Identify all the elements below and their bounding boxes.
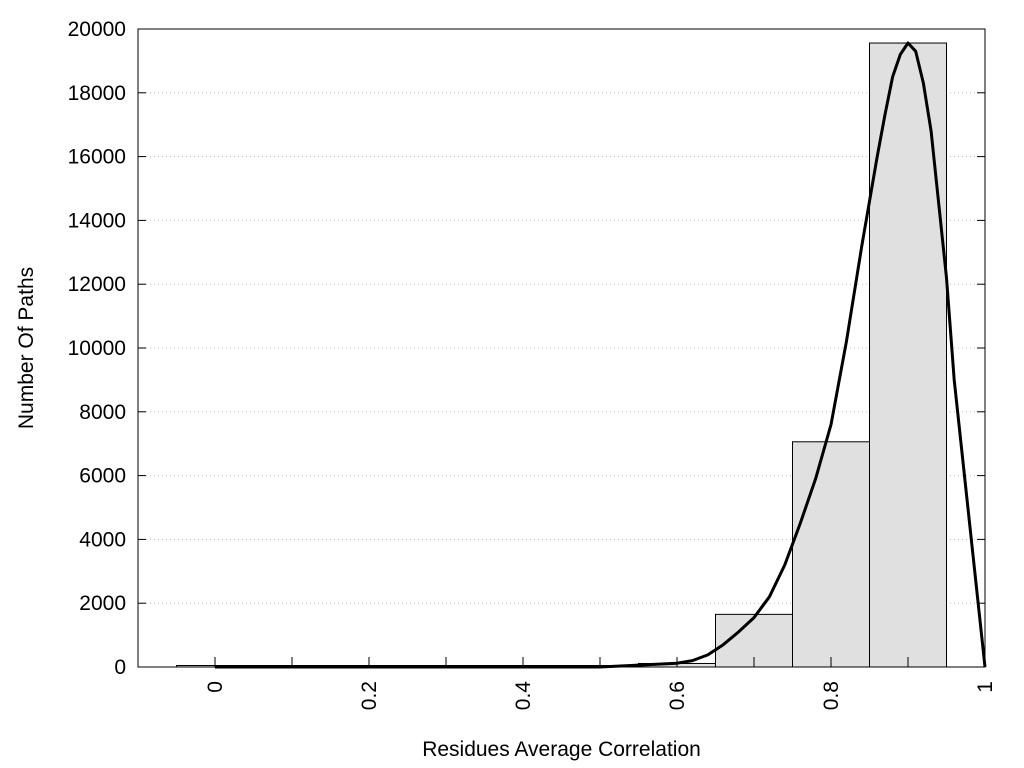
y-axis-title: Number Of Paths [15, 267, 38, 429]
x-tick-label: 0.2 [358, 681, 381, 710]
x-tick-label: 0.6 [666, 681, 689, 710]
y-tick-label: 8000 [79, 401, 126, 424]
y-tick-label: 18000 [68, 82, 126, 105]
y-tick-label: 16000 [68, 146, 126, 169]
x-axis-ticks: 0 0.2 0.4 0.6 0.8 1 [204, 657, 997, 710]
y-axis-ticks: 0 2000 4000 6000 8000 10000 12000 14000 16000 180… [68, 18, 985, 679]
y-tick-label: 4000 [79, 528, 126, 551]
histogram-bars [176, 42, 947, 668]
y-tick-label: 10000 [68, 337, 126, 360]
x-tick-label: 0.4 [512, 681, 535, 711]
density-curve-line [215, 41, 987, 669]
y-tick-label: 6000 [79, 465, 126, 488]
y-tick-label: 20000 [68, 18, 126, 41]
y-tick-label: 2000 [79, 592, 126, 615]
x-axis-title: Residues Average Correlation [422, 738, 701, 761]
y-tick-label: 0 [114, 656, 126, 679]
x-tick-label: 0 [204, 681, 227, 693]
y-tick-label: 14000 [68, 209, 126, 232]
x-tick-label: 1 [974, 681, 997, 693]
density-curve [215, 41, 987, 669]
x-tick-label: 0.8 [820, 681, 843, 710]
y-tick-label: 12000 [68, 273, 126, 296]
histogram-bar [792, 441, 870, 668]
